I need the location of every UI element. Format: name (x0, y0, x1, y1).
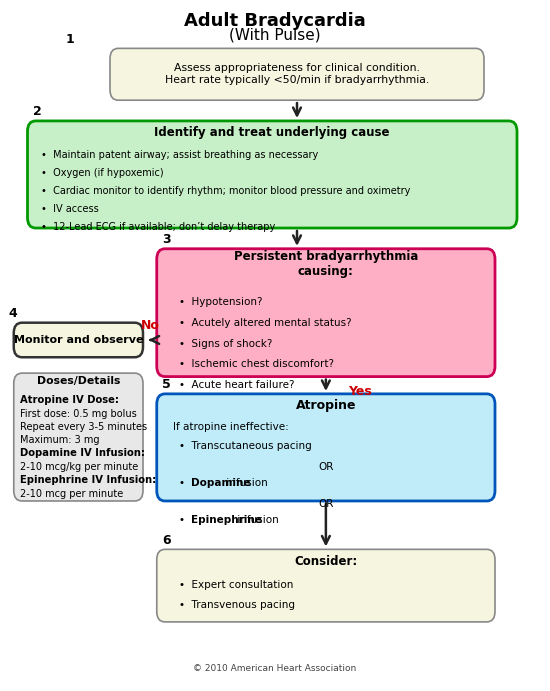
Text: Dopamine IV Infusion:: Dopamine IV Infusion: (20, 448, 145, 458)
Text: 3: 3 (162, 233, 171, 246)
Text: •  Hypotension?: • Hypotension? (179, 297, 262, 307)
Text: Assess appropriateness for clinical condition.
Heart rate typically <50/min if b: Assess appropriateness for clinical cond… (165, 64, 429, 85)
FancyBboxPatch shape (110, 48, 484, 100)
Text: •  Ischemic chest discomfort?: • Ischemic chest discomfort? (179, 359, 334, 369)
Text: OR: OR (318, 499, 333, 509)
Text: Adult Bradycardia: Adult Bradycardia (184, 12, 366, 30)
Text: 2: 2 (33, 105, 42, 118)
Text: 1: 1 (66, 32, 75, 46)
Text: Epinephrine: Epinephrine (191, 515, 262, 525)
Text: Persistent bradyarrhythmia
causing:: Persistent bradyarrhythmia causing: (234, 250, 418, 278)
FancyBboxPatch shape (157, 549, 495, 622)
Text: Doses/Details: Doses/Details (37, 377, 120, 386)
Text: Repeat every 3-5 minutes: Repeat every 3-5 minutes (20, 422, 147, 432)
Text: Maximum: 3 mg: Maximum: 3 mg (20, 435, 100, 445)
Text: 5: 5 (162, 378, 171, 391)
Text: •  Cardiac monitor to identify rhythm; monitor blood pressure and oximetry: • Cardiac monitor to identify rhythm; mo… (41, 186, 411, 196)
Text: infusion: infusion (223, 478, 267, 488)
Text: OR: OR (318, 462, 333, 471)
Text: •  Transvenous pacing: • Transvenous pacing (179, 600, 295, 610)
Text: 6: 6 (162, 533, 171, 547)
Text: Atropine IV Dose:: Atropine IV Dose: (20, 395, 119, 405)
Text: © 2010 American Heart Association: © 2010 American Heart Association (194, 663, 356, 673)
Text: Identify and treat underlying cause: Identify and treat underlying cause (155, 126, 390, 139)
FancyBboxPatch shape (157, 394, 495, 501)
Text: Dopamine: Dopamine (191, 478, 250, 488)
Text: •  Transcutaneous pacing: • Transcutaneous pacing (179, 441, 311, 451)
Text: Epinephrine IV Infusion:: Epinephrine IV Infusion: (20, 475, 157, 485)
FancyBboxPatch shape (157, 249, 495, 377)
Text: •  12-Lead ECG if available; don’t delay therapy: • 12-Lead ECG if available; don’t delay … (41, 222, 276, 231)
Text: •: • (179, 515, 191, 525)
Text: No: No (140, 319, 160, 332)
Text: •  Oxygen (if hypoxemic): • Oxygen (if hypoxemic) (41, 168, 164, 178)
Text: 4: 4 (8, 307, 17, 320)
Text: Atropine: Atropine (296, 399, 356, 412)
FancyBboxPatch shape (28, 121, 517, 228)
Text: First dose: 0.5 mg bolus: First dose: 0.5 mg bolus (20, 409, 137, 419)
Text: •  Signs of shock?: • Signs of shock? (179, 339, 272, 348)
FancyBboxPatch shape (14, 323, 143, 357)
Text: •  Acutely altered mental status?: • Acutely altered mental status? (179, 318, 351, 328)
Text: •: • (179, 478, 191, 488)
Text: (With Pulse): (With Pulse) (229, 27, 321, 42)
FancyBboxPatch shape (14, 373, 143, 501)
Text: Yes: Yes (348, 385, 372, 398)
Text: •  Maintain patent airway; assist breathing as necessary: • Maintain patent airway; assist breathi… (41, 150, 318, 160)
Text: •  IV access: • IV access (41, 204, 99, 214)
Text: Monitor and observe: Monitor and observe (14, 335, 143, 345)
Text: •  Expert consultation: • Expert consultation (179, 580, 293, 589)
Text: infusion: infusion (234, 515, 279, 525)
Text: 2-10 mcg per minute: 2-10 mcg per minute (20, 489, 124, 499)
Text: If atropine ineffective:: If atropine ineffective: (173, 422, 289, 431)
Text: •  Acute heart failure?: • Acute heart failure? (179, 380, 294, 390)
Text: Consider:: Consider: (294, 556, 358, 568)
Text: 2-10 mcg/kg per minute: 2-10 mcg/kg per minute (20, 462, 139, 472)
